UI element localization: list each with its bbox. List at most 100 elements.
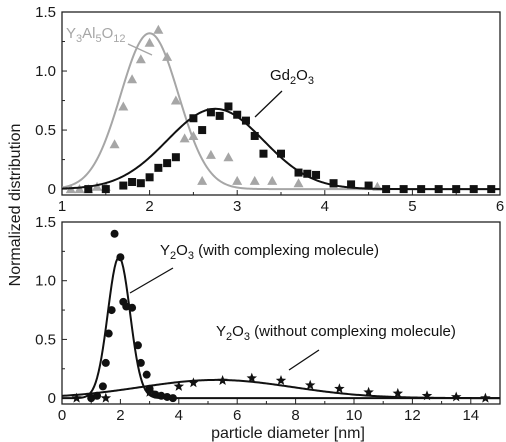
top-annotation-0: Y3Al5O12 [66, 25, 126, 45]
top-series-0-point [109, 139, 120, 149]
bottom-x-tick-label: 6 [233, 407, 241, 424]
top-y-tick-label: 1.5 [35, 4, 56, 21]
bottom-series-1-point [450, 391, 462, 402]
y-axis-label: Normalized distribution [7, 124, 24, 287]
top-series-1-point [250, 131, 259, 140]
top-series-0-point [162, 51, 173, 61]
bottom-series-1-point [392, 387, 404, 398]
bottom-x-tick-label: 4 [175, 407, 183, 424]
top-series-1-point [469, 185, 478, 194]
bottom-y-tick-label: 0 [48, 390, 56, 407]
top-series-0-point [197, 175, 208, 185]
bottom-panel: 0 2 4 6 8 10 12 14 0 0.5 1.0 1.5 Y2O3 (with complexi… [35, 214, 501, 424]
top-series-1-point [233, 110, 242, 119]
top-series-1-point [241, 116, 250, 125]
top-x-tick-label: 2 [145, 198, 153, 215]
bottom-x-tick-label: 14 [462, 407, 479, 424]
x-axis-label: particle diameter [nm] [211, 425, 365, 442]
top-series-0-point [144, 37, 155, 47]
top-x-tick-label: 3 [233, 198, 241, 215]
bottom-series-1-point [71, 392, 82, 403]
bottom-series-0-point [128, 303, 137, 312]
bottom-series-0-point [142, 370, 151, 379]
top-series-1-point [198, 126, 207, 135]
bottom-y-tick-label: 0.5 [35, 331, 56, 348]
top-series-1-point [145, 173, 154, 182]
top-series-0-point [188, 130, 199, 140]
top-series-1-point [347, 180, 356, 189]
bottom-series-1-point [144, 386, 155, 397]
top-series-0-point [205, 149, 216, 159]
bottom-x-tick-label: 2 [116, 407, 124, 424]
bottom-plot-frame [61, 221, 501, 405]
top-annotation-0-pointer [127, 43, 153, 56]
top-series-1-point [399, 185, 408, 194]
top-series-1-point [294, 168, 303, 177]
top-series-1-point [101, 185, 110, 194]
bottom-series-0-point [98, 382, 107, 391]
bottom-series-1-point [246, 372, 258, 383]
top-series-1-point [215, 111, 224, 120]
top-series-1-point [163, 159, 172, 168]
top-series-1-point [259, 149, 268, 158]
bottom-series-1-point [188, 377, 199, 388]
bottom-series-1-point [275, 375, 287, 385]
top-series-0-point [249, 175, 260, 185]
top-x-tick-label: 5 [408, 198, 416, 215]
bottom-series-1-point [217, 375, 228, 385]
top-series-1-point [119, 181, 128, 190]
top-series-0-point [118, 101, 129, 111]
top-series-1-point [171, 153, 180, 162]
top-panel: 1 2 3 4 5 6 0 0.5 1.0 1.5 Y3Al5O12 Gd2O3 [35, 4, 504, 215]
bottom-x-tick-label: 8 [291, 407, 299, 424]
top-x-tick-label: 1 [58, 198, 66, 215]
top-series-1-point [364, 181, 373, 190]
top-series-1-fit-curve [62, 107, 500, 191]
top-series-1-point [136, 179, 145, 188]
top-y-tick-label: 0 [48, 181, 56, 198]
bottom-series-1-point [173, 380, 185, 391]
top-series-0-point [223, 152, 234, 162]
bottom-x-tick-label: 0 [58, 407, 66, 424]
top-series-1-point [206, 108, 215, 117]
bottom-series-1-point [480, 392, 491, 403]
top-series-1-point [277, 149, 285, 158]
top-series-0-point [293, 178, 304, 188]
bottom-x-tick-label: 12 [404, 407, 421, 424]
top-y-tick-label: 0.5 [35, 122, 56, 139]
bottom-series-1-point [363, 386, 374, 397]
bottom-annotation-0-pointer [129, 267, 174, 294]
bottom-series-0-point [107, 306, 116, 315]
top-series-1-point [434, 185, 443, 194]
bottom-series-0-point [168, 394, 177, 403]
bottom-annotation-1: Y2O3 (without complexing molecule) [216, 323, 456, 343]
top-series-1-point [189, 114, 198, 123]
top-plot-frame [61, 11, 501, 196]
top-series-0-point [170, 95, 181, 105]
top-series-1-point [452, 185, 461, 194]
top-series-0-fit-curve [62, 32, 500, 191]
top-series-0-point [92, 181, 103, 191]
bottom-series-1-point [304, 379, 316, 390]
bottom-annotation-0: Y2O3 (with complexing molecule) [160, 242, 379, 262]
top-annotation-1-pointer [254, 90, 283, 118]
bottom-series-0-point [133, 341, 142, 350]
bottom-x-tick-label: 10 [346, 407, 363, 424]
top-series-1-point [154, 163, 163, 172]
top-series-1-point [312, 170, 321, 179]
top-series-1-point [417, 185, 426, 194]
bottom-annotation-1-pointer [288, 349, 320, 371]
top-series-0-point [179, 133, 190, 143]
top-y-tick-label: 1.0 [35, 63, 56, 80]
top-series-0-point [74, 184, 85, 194]
top-series-0-point [135, 54, 146, 64]
bottom-y-tick-label: 1.5 [35, 214, 56, 231]
bottom-series-0-point [110, 229, 119, 238]
top-annotation-1: Gd2O3 [270, 67, 314, 87]
top-series-0-point [267, 175, 278, 185]
top-series-1-point [303, 169, 312, 178]
bottom-y-tick-label: 1.0 [35, 273, 56, 290]
top-series-0-point [153, 24, 164, 34]
top-series-1-point [382, 185, 391, 194]
